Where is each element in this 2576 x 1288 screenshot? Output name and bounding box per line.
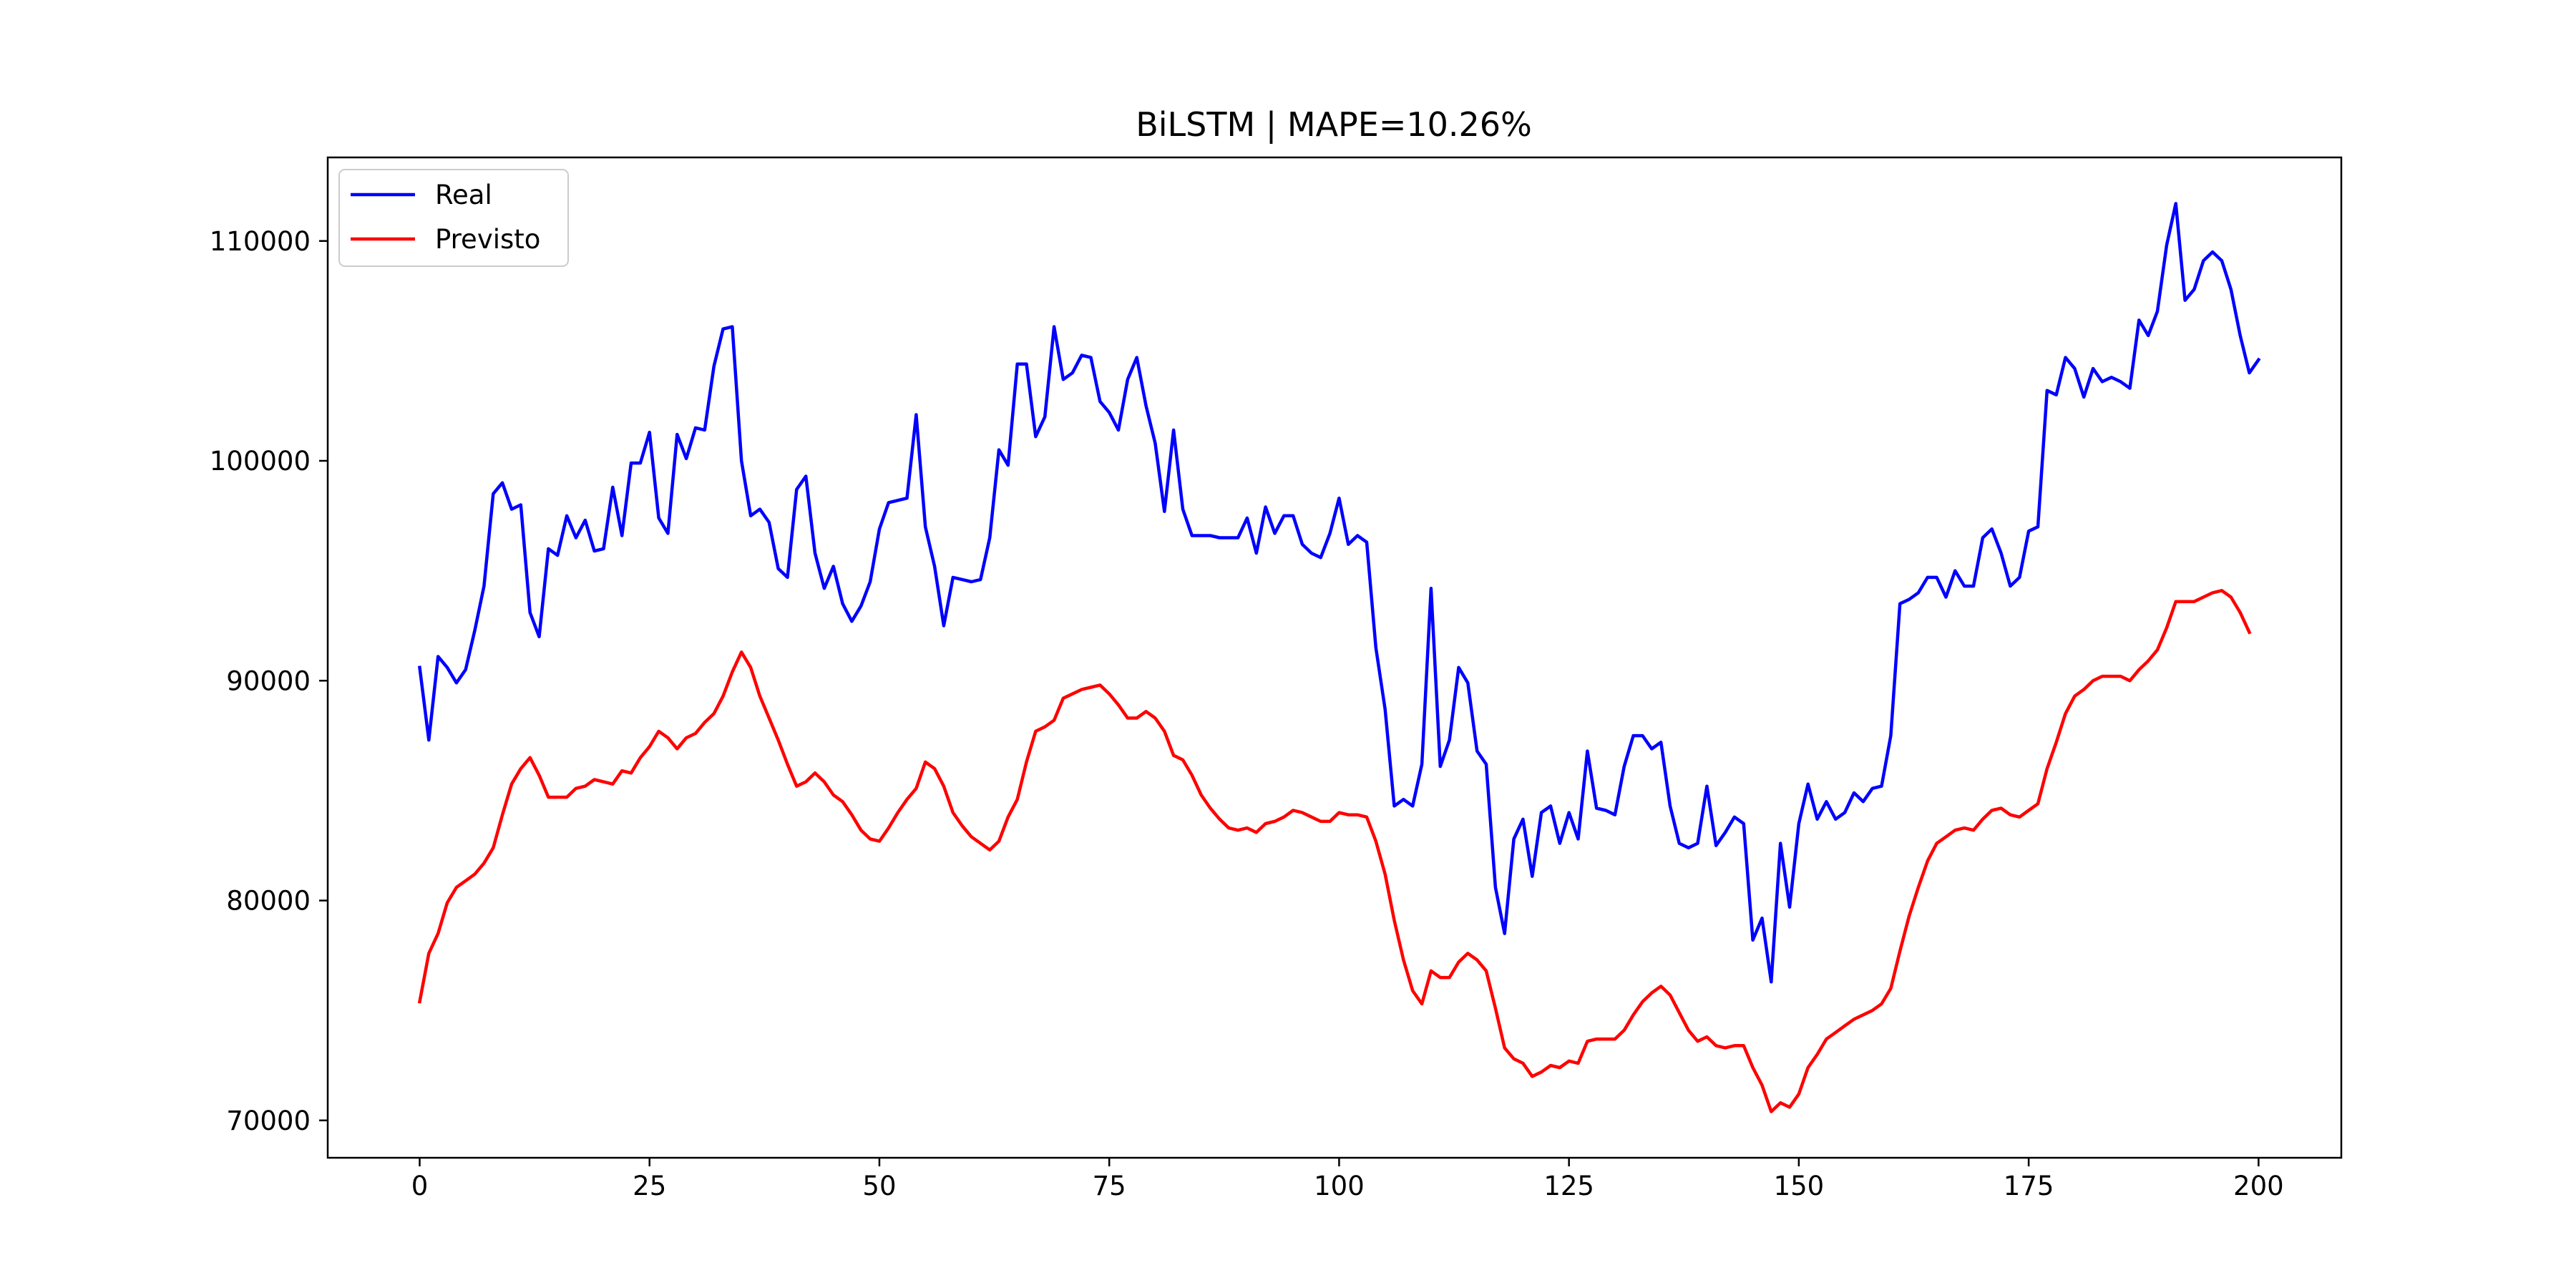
x-tick-label: 25 — [633, 1171, 666, 1201]
x-tick-label: 150 — [1774, 1171, 1825, 1201]
x-tick-label: 175 — [2004, 1171, 2054, 1201]
y-tick-label: 70000 — [226, 1106, 311, 1136]
x-tick-label: 125 — [1543, 1171, 1594, 1201]
plot-lines — [417, 202, 2261, 1113]
x-tick-label: 50 — [862, 1171, 896, 1201]
legend-label-real: Real — [435, 180, 492, 210]
x-tick-label: 100 — [1314, 1171, 1365, 1201]
x-tick-label: 200 — [2233, 1171, 2284, 1201]
x-tick-label: 75 — [1093, 1171, 1126, 1201]
chart-title: BiLSTM | MAPE=10.26% — [1136, 105, 1532, 145]
series-line-real — [417, 202, 2261, 984]
x-axis: 0 25 50 75 100 125 150 175 200 — [411, 1158, 2284, 1201]
legend-label-previsto: Previsto — [435, 224, 540, 255]
x-tick-label: 0 — [411, 1171, 429, 1201]
y-axis: 70000 80000 90000 100000 110000 — [210, 226, 328, 1136]
plot-frame — [326, 156, 2343, 1159]
y-tick-label: 100000 — [210, 446, 311, 477]
y-tick-label: 110000 — [210, 226, 311, 257]
y-tick-label: 80000 — [226, 886, 311, 917]
series-line-previsto — [417, 589, 2252, 1113]
legend: Real Previsto — [338, 169, 569, 267]
y-tick-label: 90000 — [226, 665, 311, 696]
